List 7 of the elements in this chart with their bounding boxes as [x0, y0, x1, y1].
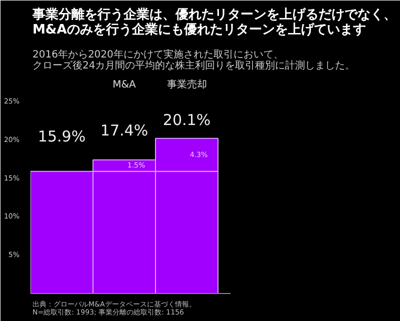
total-label: 15.9%	[38, 127, 86, 146]
chart-title: 事業分離を行う企業は、優れたリターンを上げるだけでなく、 M&Aのみを行う企業にも優れたリターンを上げています	[32, 8, 396, 38]
total-label: 17.4%	[100, 122, 148, 140]
chart-subtitle: 2016年から2020年にかけて実施された取引において、クローズ後24カ月間の平均的な株主利回りを取引種別に計測しました。	[32, 48, 356, 72]
total-label: 20.1%	[162, 110, 211, 129]
x-tick-label: 事業売却	[166, 78, 207, 90]
x-tick-label: M&A	[112, 80, 136, 90]
